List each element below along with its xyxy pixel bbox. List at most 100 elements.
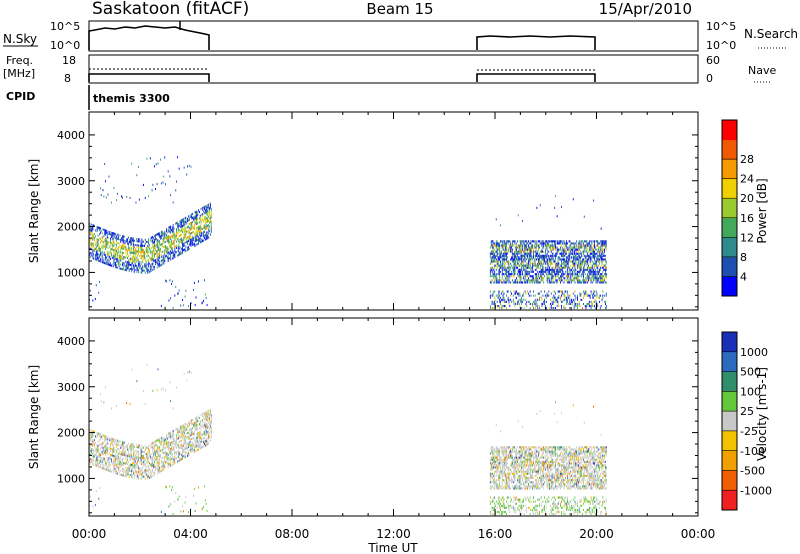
- data-cell: [188, 452, 189, 455]
- data-cell: [502, 300, 504, 303]
- data-cell: [193, 226, 195, 229]
- data-cell: [517, 258, 518, 261]
- data-cell: [588, 244, 589, 247]
- data-cell: [494, 260, 496, 263]
- nsky-trace-1: [88, 25, 210, 50]
- data-cell: [105, 231, 107, 234]
- data-cell: [592, 246, 594, 249]
- data-cell: [92, 454, 94, 457]
- data-cell: [520, 273, 522, 276]
- data-cell: [106, 460, 108, 463]
- data-cell: [192, 431, 194, 434]
- data-cell: [597, 256, 599, 259]
- data-cell: [550, 258, 552, 261]
- data-cell: [587, 244, 589, 247]
- data-cell: [575, 260, 577, 263]
- data-cell: [541, 264, 543, 267]
- data-cell: [553, 298, 555, 301]
- data-cell: [143, 446, 144, 449]
- data-cell: [174, 500, 176, 503]
- data-cell: [549, 277, 550, 280]
- data-cell: [110, 243, 111, 246]
- data-cell: [574, 294, 576, 297]
- data-cell: [167, 443, 169, 446]
- data-cell: [164, 455, 166, 458]
- data-cell: [510, 290, 512, 293]
- data-cell: [144, 259, 146, 262]
- data-cell: [150, 453, 152, 456]
- data-cell: [205, 225, 207, 228]
- data-cell: [116, 264, 117, 267]
- data-cell: [168, 257, 170, 260]
- data-cell: [171, 241, 172, 244]
- data-cell: [143, 475, 144, 478]
- data-cell: [575, 302, 577, 305]
- data-cell: [208, 205, 210, 208]
- data-cell: [528, 254, 530, 257]
- data-cell: [156, 239, 158, 242]
- data-cell: [495, 246, 497, 249]
- data-cell: [107, 442, 109, 445]
- data-cell: [93, 257, 95, 260]
- data-cell: [172, 458, 174, 461]
- data-cell: [581, 292, 583, 295]
- data-cell: [582, 273, 583, 276]
- data-cell: [599, 242, 600, 245]
- data-cell: [112, 248, 114, 251]
- data-cell: [109, 231, 111, 234]
- data-cell: [533, 277, 534, 280]
- data-cell: [504, 258, 506, 261]
- data-cell: [539, 307, 540, 310]
- data-cell: [506, 290, 508, 293]
- data-cell: [198, 225, 199, 228]
- data-cell: [574, 246, 576, 249]
- data-cell: [118, 254, 120, 257]
- data-cell: [191, 227, 193, 230]
- data-cell: [539, 242, 541, 245]
- data-cell: [132, 258, 133, 261]
- data-cell: [536, 252, 538, 255]
- data-cell: [191, 444, 193, 447]
- data-cell: [513, 290, 515, 293]
- data-cell: [122, 474, 124, 477]
- data-cell: [121, 257, 122, 260]
- data-cell: [182, 430, 184, 433]
- data-cell: [549, 246, 550, 249]
- data-cell: [572, 273, 574, 276]
- data-cell: [137, 446, 139, 449]
- data-cell: [492, 273, 494, 276]
- data-cell: [579, 305, 581, 308]
- data-cell: [555, 273, 556, 276]
- data-cell: [554, 281, 556, 284]
- data-cell: [116, 254, 118, 257]
- data-cell: [97, 446, 99, 449]
- data-cell: [90, 229, 92, 232]
- data-cell: [101, 250, 103, 253]
- data-cell: [561, 268, 562, 271]
- data-cell: [563, 254, 565, 257]
- data-cell: [181, 439, 183, 442]
- data-cell: [552, 256, 554, 259]
- data-cell: [572, 246, 573, 249]
- data-cell: [505, 250, 507, 253]
- data-cell: [150, 475, 152, 478]
- data-cell: [185, 447, 187, 450]
- data-cell: [94, 449, 96, 452]
- data-cell: [548, 240, 550, 243]
- data-cell: [556, 273, 558, 276]
- data-cell: [144, 457, 145, 460]
- data-cell: [597, 254, 599, 257]
- data-cell: [188, 164, 190, 167]
- data-cell: [155, 250, 157, 253]
- data-cell: [143, 461, 144, 464]
- data-cell: [101, 450, 103, 453]
- data-cell: [530, 260, 532, 263]
- data-cell: [553, 266, 555, 269]
- data-cell: [182, 245, 184, 248]
- data-cell: [133, 451, 135, 454]
- data-cell: [566, 262, 567, 265]
- data-cell: [208, 228, 210, 231]
- data-cell: [110, 258, 111, 261]
- data-cell: [120, 259, 122, 262]
- data-cell: [130, 443, 132, 446]
